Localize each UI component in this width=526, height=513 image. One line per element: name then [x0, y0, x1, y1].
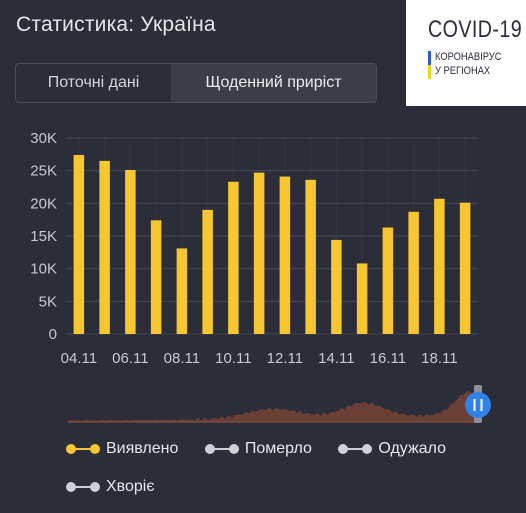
legend-label-detected: Виявлено	[106, 440, 179, 457]
legend-marker-deaths	[204, 444, 239, 454]
chart-legend: Виявлено Померло Одужало Хворіє	[66, 437, 506, 513]
x-tick-label: 18.11	[421, 350, 457, 367]
y-axis-ticks: 0 5K 10K 15K 20K 25K 30K	[30, 130, 57, 343]
range-overview[interactable]	[68, 385, 491, 423]
legend-item-active[interactable]: Хворіє	[66, 475, 155, 499]
x-axis-ticks: 04.11 06.11 08.11 10.11 12.11 14.11 16.11 18.11	[61, 350, 458, 367]
x-tick-label: 14.11	[318, 350, 354, 367]
bar-18.11[interactable]	[434, 198, 445, 334]
legend-item-detected[interactable]: Виявлено	[66, 437, 178, 461]
legend-label-recovered: Одужало	[378, 440, 446, 457]
flag-blue-stripe	[428, 51, 431, 65]
ukraine-flag-icon	[428, 51, 431, 79]
bar-15.11[interactable]	[356, 263, 368, 334]
x-tick-label: 16.11	[370, 350, 406, 367]
bar-13.11[interactable]	[305, 179, 316, 334]
legend-marker-detected	[66, 444, 100, 454]
bar-09.11[interactable]	[202, 209, 213, 334]
tab-current-data[interactable]: Поточні дані	[47, 74, 140, 91]
bar-10.11[interactable]	[228, 181, 239, 334]
logo-line-2: У РЕГІОНАХ	[435, 65, 491, 77]
covid19-logo: COVID-19 КОРОНАВІРУС У РЕГІОНАХ	[406, 0, 526, 106]
tab-bar: Поточні дані Щоденний приріст	[15, 63, 377, 103]
logo-line-1: КОРОНАВІРУС	[435, 51, 502, 63]
bar-14.11[interactable]	[331, 239, 342, 334]
logo-subtitle: КОРОНАВІРУС У РЕГІОНАХ	[428, 50, 526, 79]
bar-16.11[interactable]	[382, 227, 394, 334]
tab-daily-increase[interactable]: Щоденний приріст	[171, 64, 376, 102]
flag-yellow-stripe	[428, 65, 431, 79]
bar-07.11[interactable]	[150, 220, 162, 334]
bar-19.11[interactable]	[459, 202, 471, 334]
legend-marker-recovered	[338, 444, 373, 454]
daily-cases-chart: 0 5K 10K 15K 20K 25K 30K 04.11 06.11 08.11 10.11 1…	[30, 130, 491, 423]
bar-17.11[interactable]	[408, 211, 419, 334]
legend-label-active: Хворіє	[106, 478, 155, 495]
page-title: Статистика: Україна	[16, 13, 216, 36]
legend-label-deaths: Померло	[244, 440, 312, 457]
range-slider-handle[interactable]	[465, 392, 491, 418]
bar-12.11[interactable]	[279, 176, 291, 334]
overview-area	[68, 390, 478, 422]
legend-item-deaths[interactable]: Померло	[204, 437, 312, 461]
y-tick-label: 15K	[30, 228, 57, 245]
x-tick-label: 10.11	[215, 350, 251, 367]
bar-11.11[interactable]	[253, 172, 265, 334]
bar-06.11[interactable]	[125, 170, 136, 334]
y-tick-label: 5K	[39, 293, 57, 310]
bar-04.11[interactable]	[73, 154, 85, 334]
chart-bars	[73, 154, 471, 334]
y-tick-label: 25K	[30, 163, 57, 180]
y-tick-label: 0	[49, 326, 57, 343]
x-tick-label: 04.11	[61, 350, 97, 367]
x-tick-label: 12.11	[267, 350, 303, 367]
bar-08.11[interactable]	[176, 248, 188, 334]
y-tick-label: 30K	[30, 130, 57, 147]
legend-item-recovered[interactable]: Одужало	[338, 437, 446, 461]
x-tick-label: 06.11	[112, 350, 148, 367]
logo-title: COVID-19	[428, 16, 523, 43]
y-tick-label: 10K	[30, 261, 57, 278]
legend-marker-active	[66, 482, 100, 492]
y-tick-label: 20K	[30, 195, 57, 212]
bar-05.11[interactable]	[99, 160, 110, 334]
x-tick-label: 08.11	[164, 350, 200, 367]
